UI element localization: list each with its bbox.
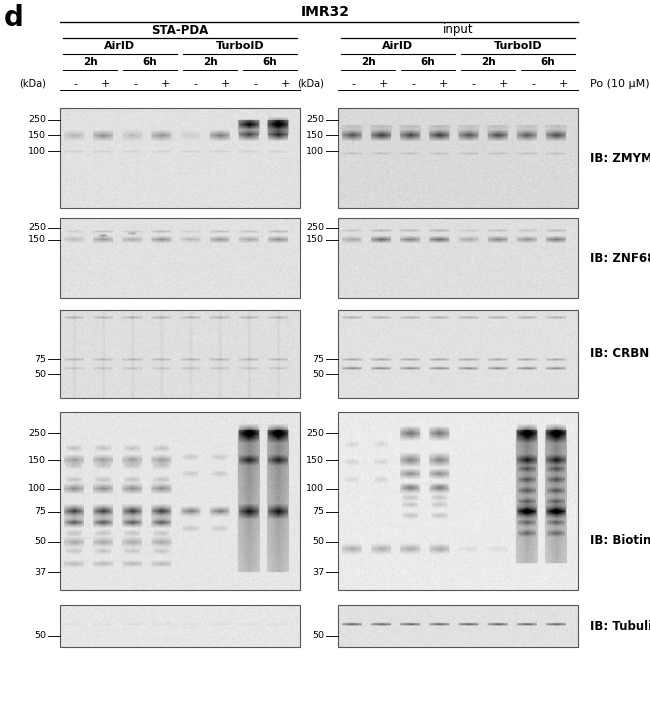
Bar xyxy=(60,605,300,647)
Text: IB: CRBN: IB: CRBN xyxy=(590,347,649,360)
Text: +: + xyxy=(100,79,110,89)
Text: IB: Tubulin: IB: Tubulin xyxy=(590,619,650,632)
Text: 37: 37 xyxy=(312,568,324,576)
Text: 2h: 2h xyxy=(361,57,375,67)
Text: +: + xyxy=(558,79,567,89)
Text: (kDa): (kDa) xyxy=(19,79,46,89)
Text: 6h: 6h xyxy=(541,57,555,67)
Text: -: - xyxy=(253,79,257,89)
Bar xyxy=(338,412,578,590)
Text: 37: 37 xyxy=(34,568,46,576)
Text: (kDa): (kDa) xyxy=(297,79,324,89)
Text: 150: 150 xyxy=(28,455,46,465)
Text: TurboID: TurboID xyxy=(494,41,542,51)
Text: 150: 150 xyxy=(28,130,46,139)
Text: -: - xyxy=(411,79,415,89)
Text: 250: 250 xyxy=(28,223,46,232)
Bar xyxy=(338,108,578,208)
Text: -: - xyxy=(133,79,137,89)
Text: IB: ZNF687: IB: ZNF687 xyxy=(590,252,650,265)
Bar xyxy=(60,310,300,398)
Text: -: - xyxy=(531,79,535,89)
Text: 150: 150 xyxy=(28,235,46,244)
Text: +: + xyxy=(378,79,387,89)
Text: 150: 150 xyxy=(306,455,324,465)
Bar xyxy=(338,310,578,398)
Text: d: d xyxy=(4,4,24,32)
Text: STA-PDA: STA-PDA xyxy=(151,23,209,36)
Text: +: + xyxy=(280,79,290,89)
Text: IB: Biotin: IB: Biotin xyxy=(590,534,650,547)
Text: 50: 50 xyxy=(34,370,46,378)
Text: 2h: 2h xyxy=(83,57,98,67)
Text: 2h: 2h xyxy=(203,57,217,67)
Text: IMR32: IMR32 xyxy=(300,5,350,19)
Text: 100: 100 xyxy=(28,484,46,493)
Text: 6h: 6h xyxy=(263,57,278,67)
Text: 250: 250 xyxy=(306,429,324,438)
Text: -: - xyxy=(471,79,475,89)
Text: 75: 75 xyxy=(312,355,324,364)
Text: 50: 50 xyxy=(312,370,324,378)
Text: AirID: AirID xyxy=(105,41,136,51)
Text: 6h: 6h xyxy=(421,57,436,67)
Text: 75: 75 xyxy=(34,507,46,516)
Bar xyxy=(338,605,578,647)
Text: 100: 100 xyxy=(306,146,324,155)
Text: +: + xyxy=(161,79,170,89)
Text: 150: 150 xyxy=(306,130,324,139)
Text: 75: 75 xyxy=(34,355,46,364)
Text: AirID: AirID xyxy=(382,41,413,51)
Text: +: + xyxy=(220,79,229,89)
Text: -: - xyxy=(73,79,77,89)
Text: 75: 75 xyxy=(312,507,324,516)
Text: 100: 100 xyxy=(28,146,46,155)
Text: 50: 50 xyxy=(34,537,46,547)
Text: 250: 250 xyxy=(306,223,324,232)
Bar xyxy=(60,218,300,298)
Text: +: + xyxy=(499,79,508,89)
Text: Po (10 μM): Po (10 μM) xyxy=(590,79,649,89)
Text: 150: 150 xyxy=(306,235,324,244)
Bar xyxy=(60,108,300,208)
Text: 250: 250 xyxy=(306,115,324,125)
Text: 100: 100 xyxy=(306,484,324,493)
Text: IB: ZMYM2: IB: ZMYM2 xyxy=(590,152,650,165)
Text: 2h: 2h xyxy=(481,57,495,67)
Text: 250: 250 xyxy=(28,429,46,438)
Text: TurboID: TurboID xyxy=(216,41,265,51)
Text: 50: 50 xyxy=(312,537,324,547)
Text: +: + xyxy=(438,79,448,89)
Text: -: - xyxy=(193,79,197,89)
Text: 50: 50 xyxy=(312,631,324,640)
Bar xyxy=(60,412,300,590)
Bar xyxy=(338,218,578,298)
Text: 6h: 6h xyxy=(143,57,157,67)
Text: input: input xyxy=(443,23,473,36)
Text: 50: 50 xyxy=(34,631,46,640)
Text: -: - xyxy=(351,79,355,89)
Text: 250: 250 xyxy=(28,115,46,125)
